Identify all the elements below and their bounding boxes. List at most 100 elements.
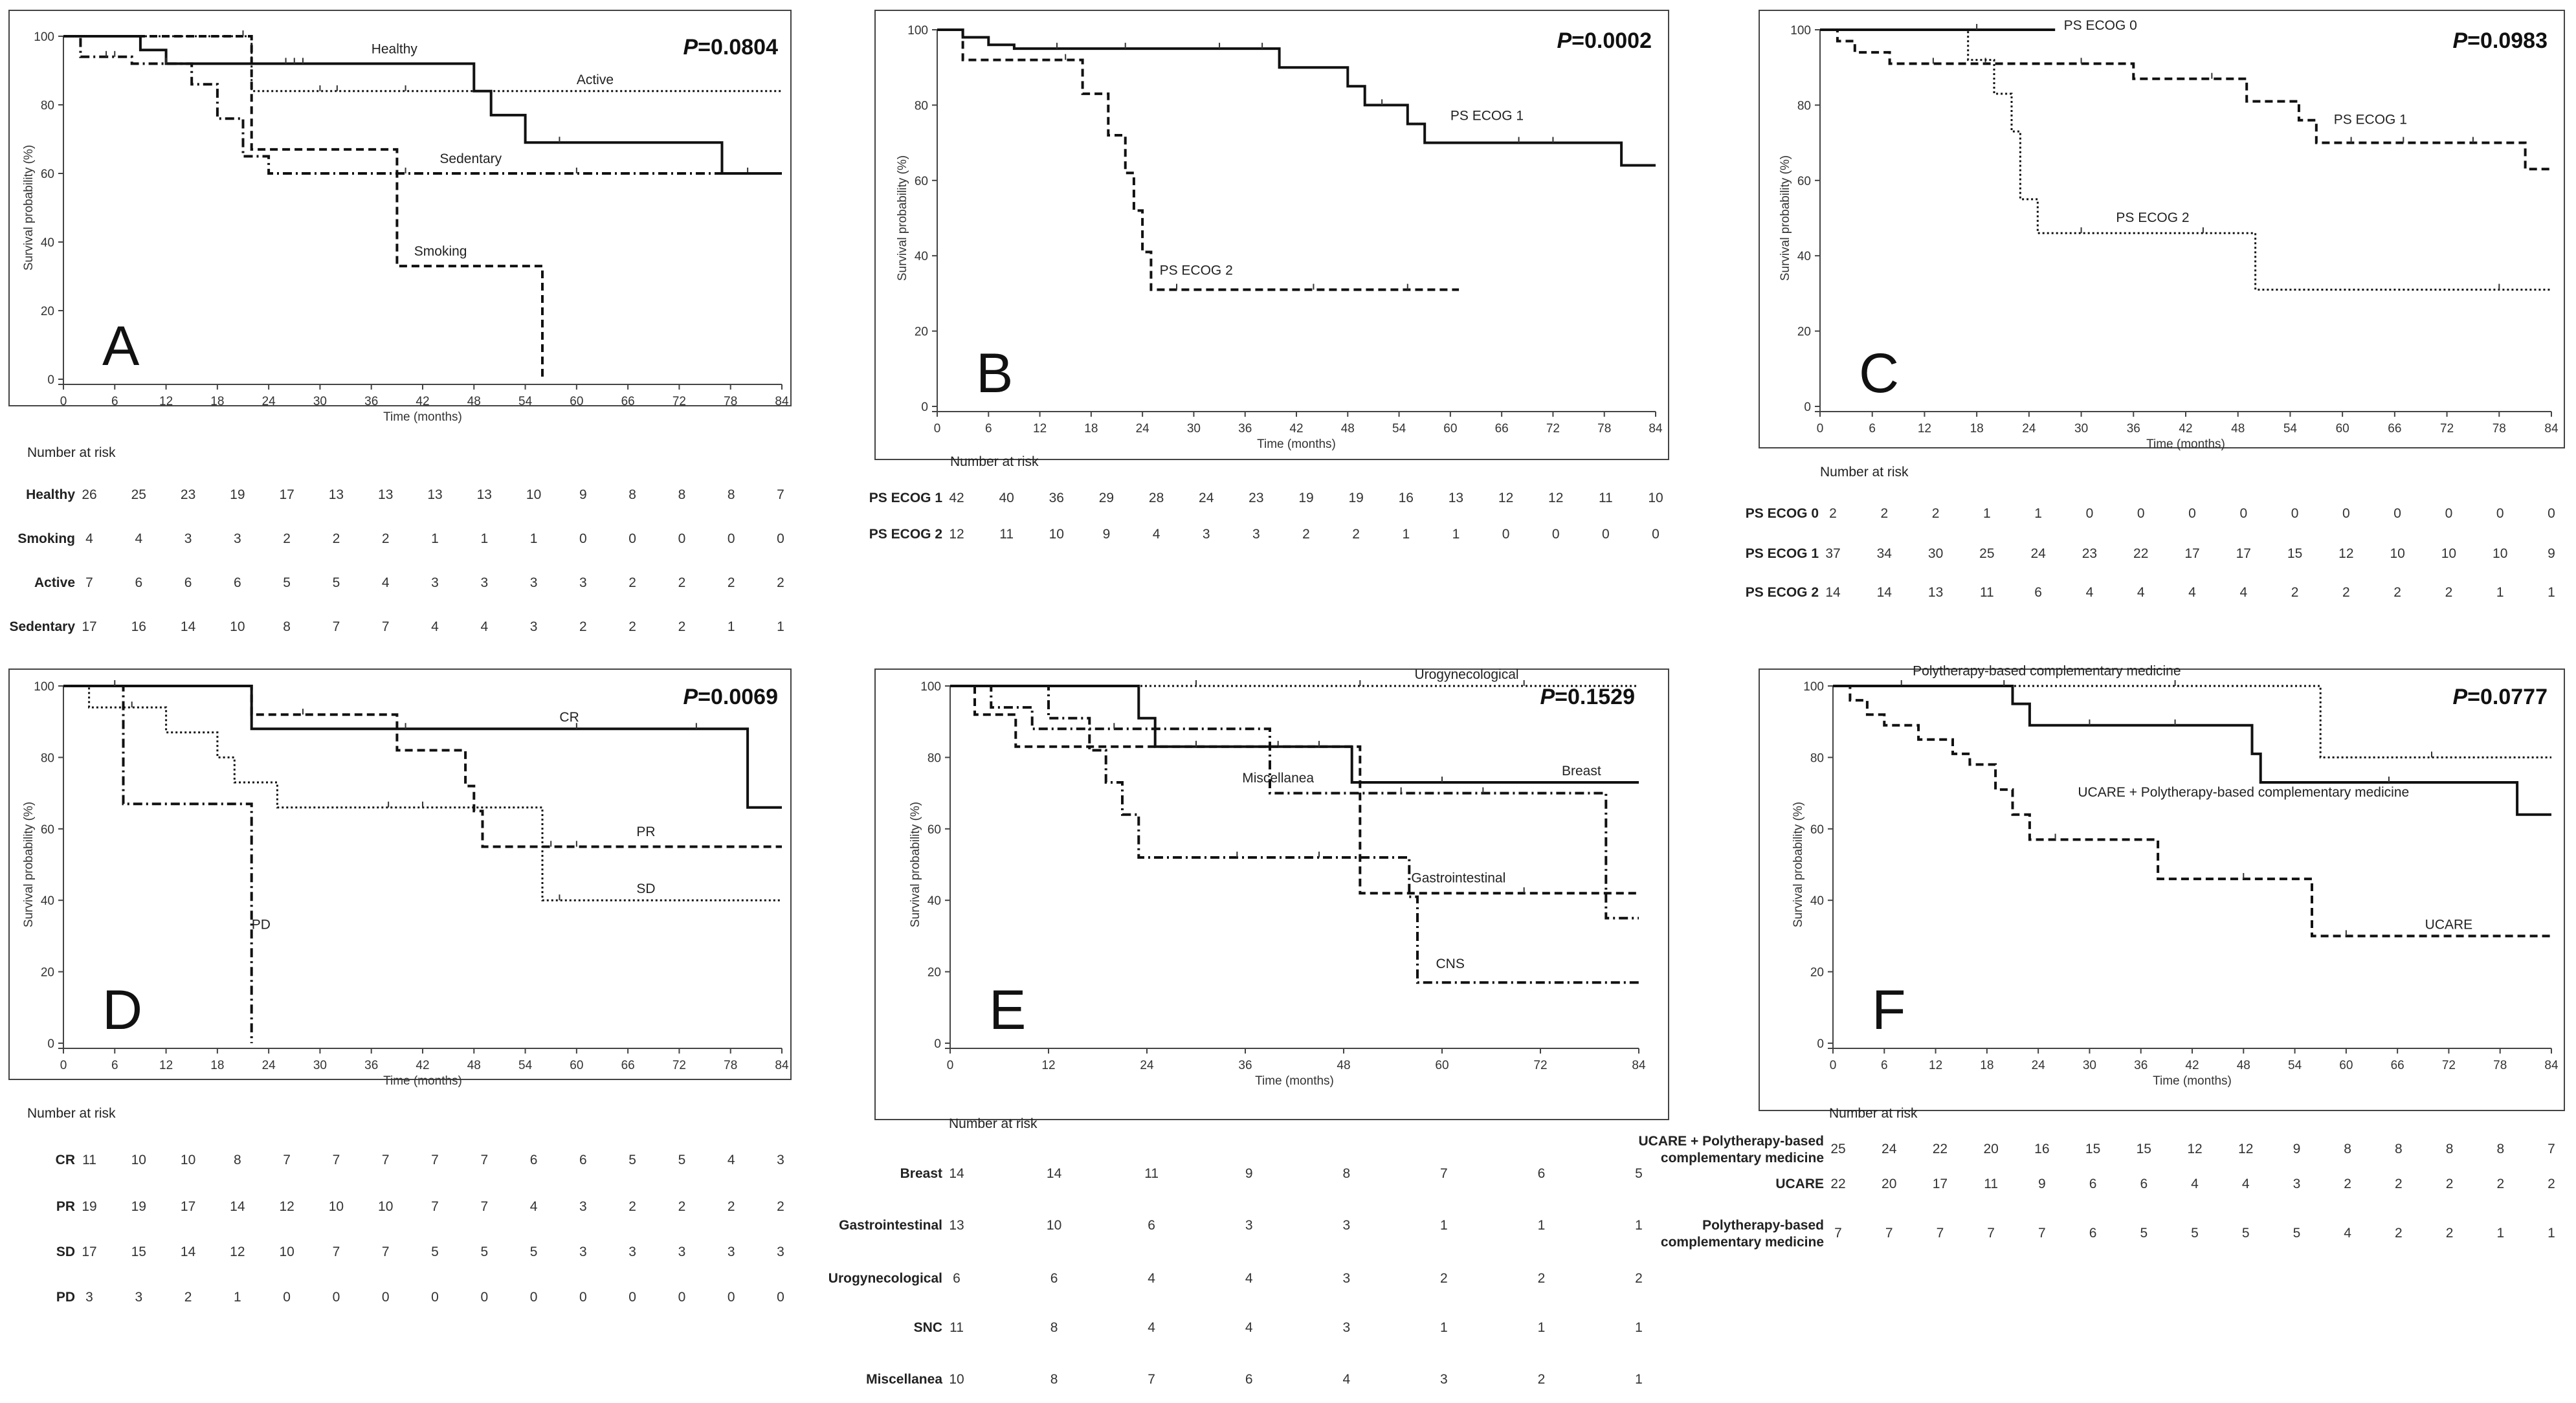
x-tick-label: 24 bbox=[2022, 422, 2036, 436]
risk-value: 1 bbox=[1635, 1372, 1643, 1387]
km-curve-pd bbox=[63, 685, 253, 1043]
curve-label: Smoking bbox=[414, 244, 467, 259]
km-curve-sd bbox=[63, 685, 782, 901]
risk-value: 9 bbox=[1103, 527, 1111, 542]
risk-value: 1 bbox=[1538, 1218, 1546, 1233]
risk-value: 13 bbox=[378, 487, 393, 502]
risk-value: 6 bbox=[1050, 1271, 1058, 1286]
y-tick-label: 60 bbox=[927, 823, 941, 837]
risk-value: 19 bbox=[131, 1199, 146, 1214]
x-tick-label: 0 bbox=[1817, 422, 1824, 436]
y-tick-label: 60 bbox=[915, 175, 928, 188]
y-tick-label: 20 bbox=[41, 305, 54, 318]
risk-value: 25 bbox=[131, 487, 146, 502]
risk-value: 10 bbox=[2390, 546, 2404, 561]
risk-value: 2 bbox=[678, 619, 686, 634]
x-tick-label: 60 bbox=[1435, 1059, 1449, 1072]
risk-row-label: CR bbox=[56, 1153, 75, 1167]
panel-letter: E bbox=[989, 979, 1026, 1041]
x-tick-label: 36 bbox=[2127, 422, 2140, 436]
x-tick-label: 84 bbox=[775, 1059, 789, 1072]
risk-value: 2 bbox=[1932, 506, 1940, 521]
risk-value: 4 bbox=[480, 619, 488, 634]
x-tick-label: 72 bbox=[1533, 1059, 1547, 1072]
x-tick-label: 42 bbox=[2185, 1059, 2199, 1072]
risk-value: 13 bbox=[1928, 585, 1943, 600]
km-curve-ps-ecog-1 bbox=[1820, 28, 2551, 171]
risk-value: 4 bbox=[1148, 1320, 1155, 1335]
risk-value: 4 bbox=[727, 1153, 735, 1167]
risk-value: 4 bbox=[1342, 1372, 1350, 1387]
curve-label: PS ECOG 0 bbox=[2064, 18, 2137, 33]
risk-value: 8 bbox=[678, 487, 686, 502]
x-tick-label: 84 bbox=[1632, 1059, 1646, 1072]
curve-label: CNS bbox=[1436, 956, 1464, 971]
risk-value: 2 bbox=[777, 1199, 784, 1214]
risk-value: 4 bbox=[2191, 1177, 2199, 1191]
y-axis-title: Survival probability (%) bbox=[22, 802, 36, 927]
risk-value: 14 bbox=[181, 1244, 196, 1259]
x-tick-label: 24 bbox=[1140, 1059, 1154, 1072]
risk-value: 1 bbox=[727, 619, 735, 634]
risk-value: 2 bbox=[1635, 1271, 1643, 1286]
y-axis-title: Survival probability (%) bbox=[896, 155, 909, 281]
x-tick-label: 48 bbox=[467, 395, 481, 408]
x-tick-label: 30 bbox=[313, 1059, 327, 1072]
risk-value: 4 bbox=[2242, 1177, 2250, 1191]
risk-value: 3 bbox=[1252, 527, 1260, 542]
curve-label: PS ECOG 2 bbox=[2116, 210, 2189, 225]
curve-label: SD bbox=[636, 881, 655, 896]
x-tick-label: 36 bbox=[364, 1059, 378, 1072]
x-tick-label: 18 bbox=[1980, 1059, 1993, 1072]
y-axis-title: Survival probability (%) bbox=[1779, 155, 1792, 281]
risk-value: 0 bbox=[777, 1290, 784, 1305]
risk-value: 8 bbox=[1342, 1166, 1350, 1181]
risk-value: 10 bbox=[181, 1153, 195, 1167]
risk-value: 19 bbox=[82, 1199, 96, 1214]
risk-value: 1 bbox=[1440, 1320, 1448, 1335]
risk-value: 7 bbox=[382, 1244, 390, 1259]
y-tick-label: 40 bbox=[1797, 250, 1811, 263]
x-tick-label: 48 bbox=[2231, 422, 2245, 436]
panel-letter: C bbox=[1859, 342, 1899, 404]
x-tick-label: 0 bbox=[947, 1059, 954, 1072]
x-tick-label: 0 bbox=[60, 1059, 67, 1072]
risk-value: 0 bbox=[2188, 506, 2196, 521]
risk-value: 2 bbox=[2548, 1177, 2555, 1191]
risk-value: 6 bbox=[135, 575, 142, 590]
risk-value: 4 bbox=[530, 1199, 538, 1214]
risk-value: 2 bbox=[2291, 585, 2299, 600]
km-curve-polytherapy-based-complementary-medicine bbox=[1833, 685, 2551, 758]
x-tick-label: 84 bbox=[1649, 422, 1663, 436]
risk-value: 2 bbox=[2342, 585, 2350, 600]
y-tick-label: 40 bbox=[41, 236, 54, 250]
x-tick-label: 48 bbox=[2237, 1059, 2250, 1072]
risk-value: 6 bbox=[530, 1153, 538, 1167]
risk-value: 3 bbox=[530, 619, 538, 634]
curve-label: Gastrointestinal bbox=[1411, 871, 1505, 886]
risk-value: 3 bbox=[1342, 1271, 1350, 1286]
curve-label: UCARE + Polytherapy-based complementary … bbox=[2078, 785, 2409, 800]
x-tick-label: 48 bbox=[467, 1059, 481, 1072]
risk-row-label: Healthy bbox=[26, 487, 75, 502]
risk-value: 3 bbox=[579, 1199, 587, 1214]
risk-value: 3 bbox=[628, 1244, 636, 1259]
risk-value: 14 bbox=[230, 1199, 245, 1214]
y-tick-label: 80 bbox=[915, 99, 928, 113]
x-tick-label: 72 bbox=[1546, 422, 1560, 436]
risk-value: 13 bbox=[949, 1218, 964, 1233]
risk-value: 9 bbox=[579, 487, 587, 502]
risk-value: 17 bbox=[181, 1199, 195, 1214]
risk-row-label: PS ECOG 1 bbox=[869, 491, 943, 505]
risk-value: 2 bbox=[1829, 506, 1837, 521]
x-axis-title: Time (months) bbox=[383, 410, 462, 424]
y-tick-label: 40 bbox=[915, 250, 928, 263]
risk-value: 8 bbox=[2344, 1142, 2351, 1156]
km-curve-cr bbox=[63, 685, 782, 809]
curve-label: Healthy bbox=[372, 42, 418, 57]
panel-frame bbox=[874, 10, 1669, 460]
x-tick-label: 12 bbox=[1033, 422, 1047, 436]
risk-value: 3 bbox=[1342, 1320, 1350, 1335]
risk-value: 23 bbox=[181, 487, 195, 502]
km-curve-healthy bbox=[63, 35, 782, 175]
